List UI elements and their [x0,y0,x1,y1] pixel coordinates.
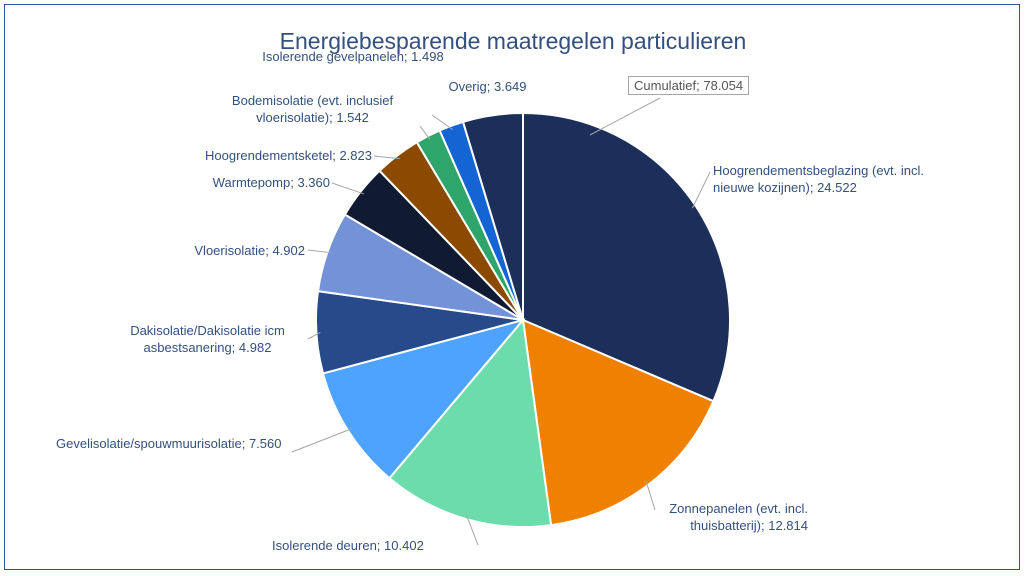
value-label: 4.982 [238,340,272,355]
leader-line [645,481,656,511]
value-label: 1.498 [411,49,444,64]
data-label: Warmtepomp; 3.360 [150,174,330,191]
category-label: Isolerende deuren; [272,538,381,553]
annotation-leader [589,97,661,136]
chart-title: Energiebesparende maatregelen particulie… [279,28,747,54]
pie-slice [388,317,553,528]
category-label: Gevelisolatie/spouwmuurisolatie; [56,436,246,451]
leader-line [291,428,352,453]
category-label: Overig; [448,79,491,94]
value-label: 1.542 [336,110,369,125]
data-label: Dakisolatie/Dakisolatie icm asbestsaneri… [110,322,305,356]
data-label: Isolerende gevelpanelen; 1.498 [258,48,448,65]
data-label: Zonnepanelen (evt. incl. thuisbatterij);… [650,500,808,534]
data-label: Hoogrendementsbeglazing (evt. incl. nieu… [713,162,928,196]
category-label: Hoogrendementsketel; [205,148,336,163]
data-label: Bodemisolatie (evt. inclusief vloerisola… [205,92,420,126]
value-label: 10.402 [384,538,424,553]
pie-slice [321,318,526,480]
data-label: Overig; 3.649 [440,78,535,95]
leader-line [373,155,400,160]
pie-slice [461,111,524,321]
value-label: 4.902 [272,243,305,258]
pie-slice [521,318,715,527]
category-label: Isolerende gevelpanelen; [262,49,408,64]
category-label: Dakisolatie/Dakisolatie icm asbestsaneri… [130,323,285,355]
value-label: 7.560 [248,436,282,451]
category-label: Warmtepomp; [212,175,294,190]
data-label: Isolerende deuren; 10.402 [272,537,472,554]
value-label: 3.649 [493,79,527,94]
leader-line [307,249,332,254]
category-label: Zonnepanelen (evt. incl. thuisbatterij); [669,501,808,533]
annotation: Cumulatief; 78.054 [628,76,750,95]
leader-line [431,114,453,130]
pie-slice [522,111,731,403]
value-label: 12.814 [768,518,808,533]
data-label: Gevelisolatie/spouwmuurisolatie; 7.560 [56,435,291,452]
value-label: 24.522 [817,180,857,195]
leader-line [691,171,711,209]
category-label: Vloerisolatie; [194,243,269,258]
leader-line [465,514,479,546]
data-label: Hoogrendementsketel; 2.823 [130,147,372,164]
chart-frame [4,4,1020,570]
category-label: Hoogrendementsbeglazing (evt. incl. nieu… [713,163,925,195]
leader-line [331,182,365,195]
leader-line [419,125,431,140]
data-label: Vloerisolatie; 4.902 [150,242,305,259]
value-label: 2.823 [339,148,372,163]
leader-line [307,331,321,340]
category-label: Bodemisolatie (evt. inclusief vloerisola… [231,93,394,125]
value-label: 3.360 [297,175,330,190]
